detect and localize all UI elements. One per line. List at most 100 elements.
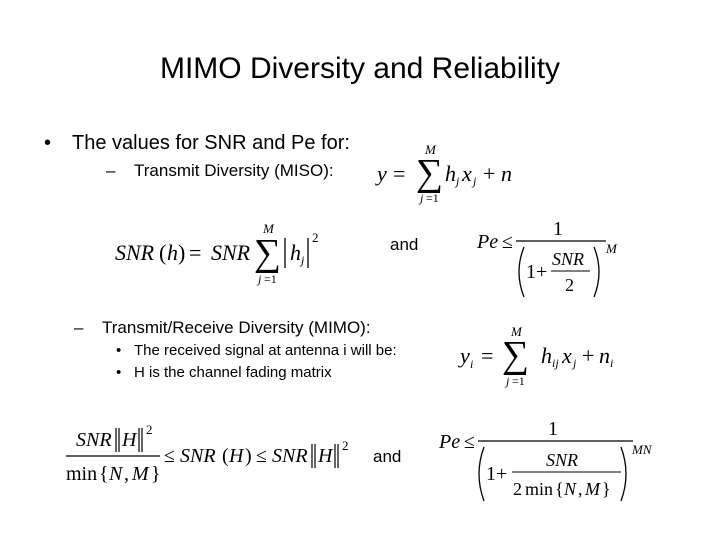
svg-text:h: h	[167, 240, 178, 265]
svg-text:y: y	[458, 343, 470, 368]
svg-text:i: i	[610, 356, 613, 370]
dash-marker: –	[106, 161, 116, 180]
svg-text:=: =	[393, 161, 405, 186]
subbullet-mimo-text: Transmit/Receive Diversity (MIMO):	[102, 318, 371, 337]
svg-text:x: x	[561, 343, 572, 368]
svg-text:j: j	[256, 272, 262, 286]
svg-text:M: M	[584, 479, 601, 499]
svg-text:SNR: SNR	[115, 240, 155, 265]
svg-text:SNR: SNR	[76, 429, 112, 451]
svg-text:}: }	[151, 463, 161, 485]
svg-text:N: N	[563, 479, 577, 499]
svg-text:j: j	[418, 191, 424, 205]
equation-mimo-pe: Pe ≤ 1 1 + SNR 2 min { N , M } MN	[438, 418, 663, 508]
svg-text:SNR: SNR	[546, 450, 578, 470]
svg-text:+: +	[483, 161, 495, 186]
svg-text:M: M	[131, 463, 150, 485]
slide-title: MIMO Diversity and Reliability	[159, 52, 561, 85]
svg-text:1: 1	[548, 418, 558, 440]
point-channel-matrix-text: H is the channel fading matrix	[134, 364, 332, 381]
svg-text:h: h	[445, 161, 456, 186]
point-channel-matrix: • H is the channel fading matrix	[116, 364, 332, 381]
bullet-values-text: The values for SNR and Pe for:	[72, 132, 350, 154]
bullet-marker: •	[116, 364, 122, 381]
point-received-signal-text: The received signal at antenna i will be…	[134, 342, 397, 359]
svg-text:}: }	[602, 479, 611, 499]
svg-text:j: j	[299, 253, 305, 267]
svg-text:H: H	[121, 429, 138, 451]
svg-text:2: 2	[342, 438, 349, 453]
svg-text:M: M	[605, 241, 618, 256]
svg-text:M: M	[424, 142, 437, 157]
svg-text:SNR: SNR	[552, 249, 584, 269]
point-received-signal: • The received signal at antenna i will b…	[116, 342, 397, 359]
svg-text:(: (	[222, 445, 229, 467]
svg-text:x: x	[461, 161, 472, 186]
svg-text:SNR: SNR	[180, 445, 216, 467]
svg-text:N: N	[108, 463, 124, 485]
subbullet-miso-text: Transmit Diversity (MISO):	[134, 161, 334, 180]
svg-text:): )	[178, 240, 185, 265]
svg-text:SNR: SNR	[211, 240, 251, 265]
svg-text:2: 2	[146, 422, 153, 437]
subbullet-mimo: – Transmit/Receive Diversity (MIMO):	[74, 318, 371, 338]
svg-text:1: 1	[553, 218, 563, 240]
svg-text:Pe: Pe	[438, 431, 460, 453]
subbullet-miso: – Transmit Diversity (MISO):	[106, 161, 334, 181]
svg-text:ij: ij	[552, 356, 559, 370]
svg-text:): )	[245, 445, 252, 467]
svg-text:n: n	[501, 161, 512, 186]
svg-text:2: 2	[513, 479, 522, 499]
svg-text:+: +	[582, 343, 594, 368]
svg-text:∑: ∑	[254, 232, 281, 274]
svg-text:∑: ∑	[502, 334, 529, 376]
svg-text:≤: ≤	[164, 445, 175, 467]
svg-text:=: =	[481, 343, 493, 368]
svg-text:2: 2	[565, 275, 574, 295]
bullet-values: • The values for SNR and Pe for:	[44, 132, 350, 155]
dash-marker: –	[74, 318, 84, 337]
svg-text:H: H	[317, 445, 334, 467]
equation-miso-snr: SNR ( h ) = SNR M ∑ j =1 h j 2	[115, 220, 330, 290]
svg-text:,: ,	[124, 463, 129, 485]
svg-text:∑: ∑	[416, 152, 443, 194]
svg-text:H: H	[228, 445, 245, 467]
bullet-marker: •	[44, 132, 52, 154]
svg-text:j: j	[571, 356, 577, 370]
svg-text:Pe: Pe	[476, 231, 498, 253]
svg-text:=1: =1	[426, 191, 439, 205]
svg-text:+: +	[536, 261, 547, 283]
svg-text:,: ,	[578, 479, 583, 499]
svg-text:i: i	[470, 357, 473, 371]
and-label-mimo: and	[373, 447, 402, 466]
svg-text:=1: =1	[264, 272, 277, 286]
equation-mimo-snr-bounds: SNR H 2 min { N , M } ≤ SNR ( H ) ≤ SNR …	[64, 420, 359, 490]
svg-text:M: M	[510, 324, 523, 339]
svg-text:(: (	[159, 240, 166, 265]
svg-text:h: h	[290, 240, 301, 265]
svg-text:SNR: SNR	[272, 445, 308, 467]
equation-mimo-signal: y i = M ∑ j =1 h ij x j + n i	[458, 324, 623, 390]
svg-text:{: {	[555, 479, 564, 499]
svg-text:y: y	[375, 161, 387, 186]
svg-text:1: 1	[526, 261, 536, 283]
svg-text:j: j	[504, 374, 510, 388]
svg-text:j: j	[471, 174, 477, 188]
bullet-marker: •	[116, 342, 122, 359]
svg-text:≤: ≤	[256, 445, 267, 467]
svg-text:=1: =1	[512, 374, 525, 388]
svg-text:=: =	[189, 240, 201, 265]
svg-text:j: j	[454, 174, 460, 188]
svg-text:1: 1	[486, 463, 496, 485]
svg-text:{: {	[99, 463, 109, 485]
svg-text:MN: MN	[631, 442, 653, 457]
equation-miso-signal: y = M ∑ j =1 h j x j + n	[375, 138, 525, 208]
svg-text:M: M	[262, 221, 275, 236]
svg-text:2: 2	[312, 230, 319, 245]
svg-text:≤: ≤	[464, 431, 475, 453]
svg-text:n: n	[599, 343, 610, 368]
svg-text:h: h	[541, 343, 552, 368]
svg-text:min: min	[525, 479, 553, 499]
svg-text:min: min	[66, 463, 97, 485]
svg-text:≤: ≤	[502, 231, 513, 253]
